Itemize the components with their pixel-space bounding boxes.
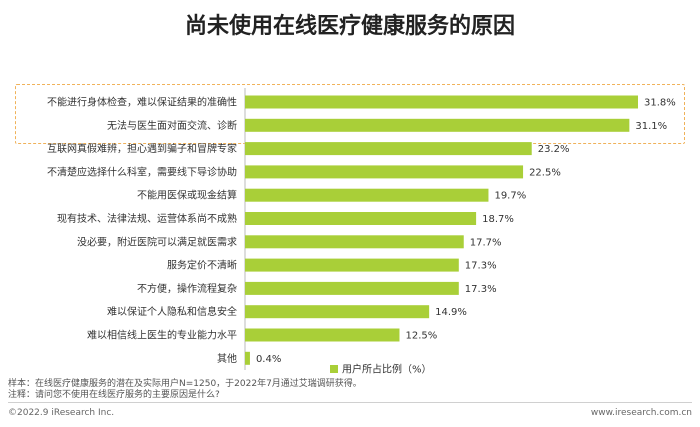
- category-label: 无法与医生面对面交流、诊断: [107, 119, 237, 132]
- footer-divider: [8, 402, 692, 403]
- bar: [245, 305, 430, 319]
- category-label: 服务定价不清晰: [167, 259, 237, 272]
- legend-label: 用户所占比例（%）: [342, 363, 432, 376]
- bar: [245, 351, 250, 365]
- bar: [245, 142, 532, 156]
- value-label: 18.7%: [482, 214, 514, 225]
- bar: [245, 235, 464, 249]
- value-label: 17.3%: [465, 284, 497, 295]
- value-label: 0.4%: [256, 354, 281, 365]
- category-label: 不方便，操作流程复杂: [137, 282, 237, 295]
- bar: [245, 165, 524, 179]
- value-label: 31.1%: [635, 121, 667, 132]
- bars-layer: 不能进行身体检查，难以保证结果的准确性 31.8% 无法与医生面对面交流、诊断 31.…: [47, 95, 676, 365]
- category-label: 没必要，附近医院可以满足就医需求: [77, 235, 237, 248]
- chart-title: 尚未使用在线医疗健康服务的原因: [184, 14, 515, 39]
- legend: 用户所占比例（%）: [330, 363, 432, 376]
- bar: [245, 258, 459, 272]
- value-label: 17.7%: [470, 237, 502, 248]
- category-label: 不清楚应选择什么科室，需要线下导诊协助: [47, 165, 237, 178]
- value-label: 22.5%: [529, 167, 561, 178]
- bar: [245, 212, 477, 225]
- category-label: 现有技术、法律法规、运营体系尚不成熟: [57, 212, 237, 225]
- bar: [245, 328, 400, 342]
- remark-note: 注释：请问您不使用在线医疗服务的主要原因是什么?: [8, 390, 220, 400]
- bar: [245, 95, 638, 109]
- category-label: 不能用医保或现金结算: [137, 189, 237, 202]
- legend-swatch: [330, 365, 338, 373]
- value-label: 14.9%: [435, 307, 467, 318]
- category-label: 其他: [217, 352, 237, 365]
- value-label: 12.5%: [405, 331, 437, 342]
- copyright: ©2022.9 iResearch Inc.: [8, 408, 115, 418]
- bar-chart: 不能进行身体检查，难以保证结果的准确性 31.8% 无法与医生面对面交流、诊断 31.…: [47, 88, 676, 376]
- value-label: 23.2%: [538, 144, 570, 155]
- value-label: 31.8%: [644, 98, 676, 109]
- category-label: 难以相信线上医生的专业能力水平: [87, 329, 237, 342]
- category-label: 难以保证个人隐私和信息安全: [107, 305, 237, 318]
- bar: [245, 188, 489, 202]
- bar: [245, 118, 630, 132]
- sample-note: 样本：在线医疗健康服务的潜在及实际用户N=1250，于2022年7月通过艾瑞调研…: [8, 379, 362, 389]
- value-label: 19.7%: [494, 191, 526, 202]
- category-label: 互联网真假难辨，担心遇到骗子和冒牌专家: [47, 142, 237, 155]
- value-label: 17.3%: [465, 261, 497, 272]
- notes: 样本：在线医疗健康服务的潜在及实际用户N=1250，于2022年7月通过艾瑞调研…: [8, 379, 362, 401]
- website-url: www.iresearch.com.cn: [590, 408, 692, 418]
- bar: [245, 281, 459, 295]
- category-label: 不能进行身体检查，难以保证结果的准确性: [47, 96, 237, 109]
